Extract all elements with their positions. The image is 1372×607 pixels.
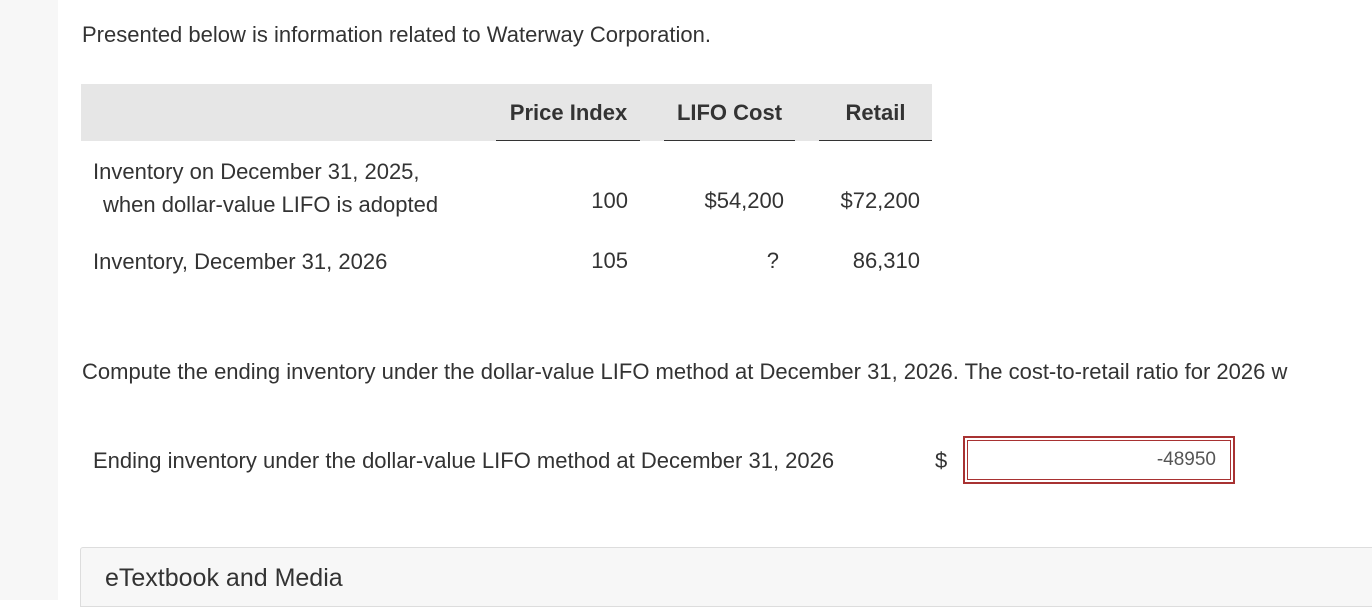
column-header-price-index: Price Index (509, 100, 628, 125)
problem-intro: Presented below is information related t… (82, 22, 711, 47)
cell-2026-retail: 86,310 (852, 248, 920, 273)
column-header-lifo-cost: LIFO Cost (676, 100, 783, 125)
etextbook-media-panel[interactable]: eTextbook and Media (80, 547, 1372, 607)
row-label-2025-line2: when dollar-value LIFO is adopted (103, 192, 439, 217)
ending-inventory-input[interactable]: -48950 (967, 440, 1231, 480)
cell-2025-retail: $72,200 (840, 188, 920, 213)
etextbook-media-title[interactable]: eTextbook and Media (105, 564, 343, 592)
row-label-2026: Inventory, December 31, 2026 (93, 249, 388, 274)
column-header-retail: Retail (845, 100, 906, 125)
answer-label: Ending inventory under the dollar-value … (93, 448, 835, 473)
cell-2026-lifo-cost: ? (766, 248, 779, 273)
question-text: Compute the ending inventory under the d… (82, 359, 1288, 384)
cell-2026-price-index: 105 (591, 248, 628, 273)
answer-input-frame[interactable]: -48950 (963, 436, 1235, 484)
row-label-2025-line1: Inventory on December 31, 2025, (93, 159, 420, 184)
table-header-band (81, 84, 932, 141)
column-rule-price-index (496, 140, 640, 141)
column-rule-lifo-cost (664, 140, 795, 141)
row-label-2025: Inventory on December 31, 2025, when dol… (93, 155, 438, 221)
column-rule-retail (819, 140, 932, 141)
cell-2025-price-index: 100 (591, 188, 628, 213)
question-content: Presented below is information related t… (58, 0, 1372, 607)
left-gutter (0, 0, 58, 600)
currency-symbol: $ (935, 448, 948, 473)
cell-2025-lifo-cost: $54,200 (704, 188, 784, 213)
